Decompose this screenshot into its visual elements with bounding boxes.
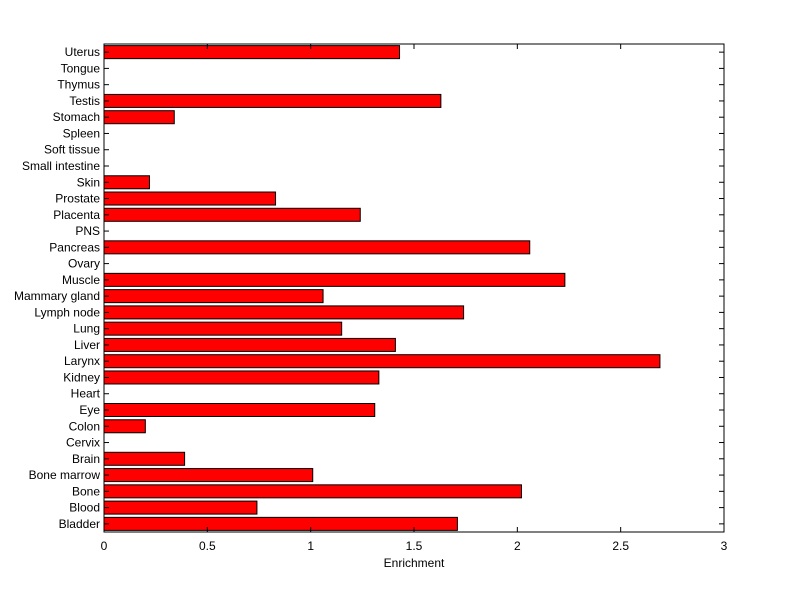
y-tick-label: Liver	[74, 338, 100, 352]
y-tick-label: Colon	[69, 419, 100, 433]
bar	[103, 468, 314, 483]
y-tick-label: Soft tissue	[44, 143, 100, 157]
plot-frame	[103, 43, 725, 533]
bar	[103, 321, 343, 336]
y-tick-label: Brain	[72, 452, 100, 466]
bar	[103, 175, 150, 190]
bar	[103, 93, 442, 108]
y-tick-label: PNS	[75, 224, 100, 238]
y-tick-label: Tongue	[61, 61, 101, 75]
y-tick-label: Bone marrow	[29, 468, 101, 482]
x-tick-label: 0	[101, 539, 108, 553]
y-tick-label: Lung	[73, 322, 100, 336]
bar	[103, 370, 380, 385]
x-axis-label: Enrichment	[384, 556, 445, 570]
bar	[103, 305, 465, 320]
x-tick-label: 2	[514, 539, 521, 553]
bar	[103, 354, 661, 369]
bar	[103, 500, 258, 515]
x-tick-label: 1	[307, 539, 314, 553]
x-tick-label: 1.5	[406, 539, 423, 553]
bar	[103, 272, 566, 287]
bar	[103, 289, 324, 304]
bar	[103, 419, 146, 434]
x-tick-label: 2.5	[612, 539, 629, 553]
x-tick-label: 0.5	[199, 539, 216, 553]
y-tick-label: Mammary gland	[14, 289, 100, 303]
y-tick-label: Lymph node	[34, 305, 100, 319]
bar	[103, 402, 376, 418]
bar	[103, 110, 175, 125]
y-tick-label: Spleen	[63, 126, 100, 140]
y-tick-label: Bone	[72, 484, 100, 498]
y-tick-label: Muscle	[62, 273, 100, 287]
y-tick-label: Kidney	[63, 370, 100, 384]
x-tick-label: 3	[721, 539, 728, 553]
y-tick-label: Cervix	[66, 436, 100, 450]
y-tick-label: Placenta	[53, 208, 100, 222]
bar	[103, 516, 458, 531]
bar	[103, 484, 522, 499]
y-tick-label: Blood	[69, 501, 100, 515]
y-tick-label: Testis	[69, 94, 100, 108]
bar	[103, 191, 277, 206]
y-tick-label: Bladder	[59, 517, 100, 531]
y-tick-label: Pancreas	[49, 240, 100, 254]
y-tick-label: Stomach	[53, 110, 100, 124]
bar	[103, 207, 361, 222]
y-tick-label: Eye	[79, 403, 100, 417]
bar	[103, 451, 186, 466]
y-tick-label: Prostate	[55, 192, 100, 206]
y-tick-label: Thymus	[57, 78, 100, 92]
labels-layer: Bladder Blood Bone Bone marrow Brain Cervix Co…	[14, 45, 728, 553]
bar	[103, 45, 401, 60]
bar	[103, 240, 531, 255]
y-tick-label: Uterus	[65, 45, 100, 59]
y-tick-label: Heart	[71, 387, 101, 401]
y-tick-label: Ovary	[68, 257, 100, 271]
bar	[103, 337, 396, 352]
y-tick-label: Skin	[77, 175, 100, 189]
y-tick-label: Small intestine	[22, 159, 100, 173]
y-tick-label: Larynx	[64, 354, 100, 368]
